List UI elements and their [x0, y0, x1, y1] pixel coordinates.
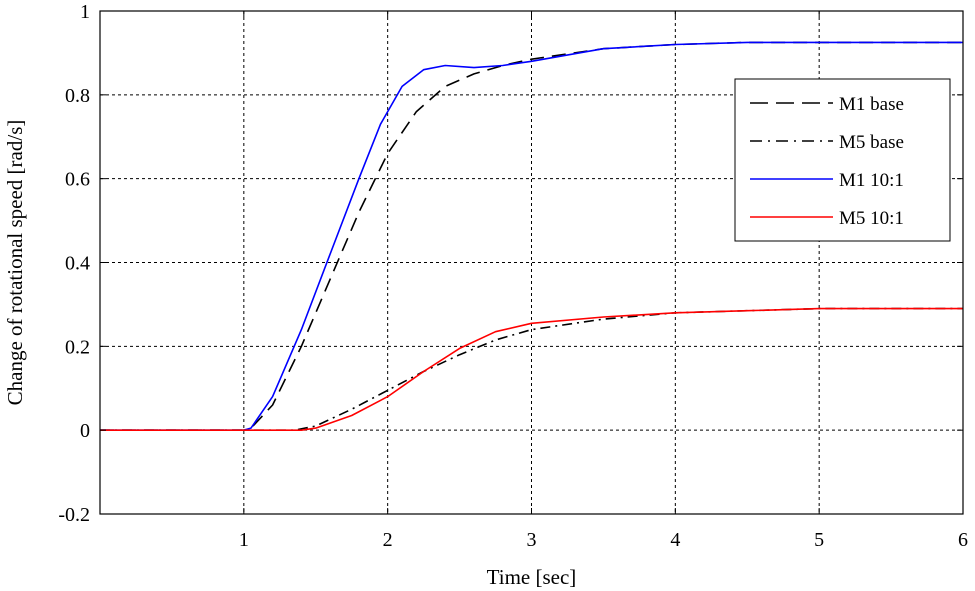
y-tick-label: 0.8: [65, 85, 90, 107]
y-tick-label: 0: [80, 420, 90, 442]
y-tick-label: 0.6: [65, 169, 90, 191]
x-tick-label: 1: [239, 529, 249, 551]
x-tick-label: 6: [958, 529, 968, 551]
series-line-2: [100, 309, 963, 431]
x-tick-label: 2: [383, 529, 393, 551]
y-tick-label: -0.2: [58, 504, 90, 526]
x-tick-label: 4: [670, 529, 680, 551]
y-axis-label: Change of rotational speed [rad/s]: [3, 120, 27, 406]
legend-label: M5 base: [839, 132, 904, 153]
legend-label: M1 10:1: [839, 170, 904, 191]
x-tick-label: 5: [814, 529, 824, 551]
y-tick-label: 1: [80, 1, 90, 23]
series-line-4: [100, 309, 963, 431]
x-tick-label: 3: [527, 529, 537, 551]
legend-label: M1 base: [839, 94, 904, 115]
x-axis-label: Time [sec]: [487, 565, 577, 589]
y-tick-label: 0.4: [65, 253, 90, 275]
y-tick-label: 0.2: [65, 336, 90, 358]
legend-label: M5 10:1: [839, 208, 904, 229]
legend: M1 base M5 base M1 10:1 M5 10:1: [735, 79, 950, 241]
